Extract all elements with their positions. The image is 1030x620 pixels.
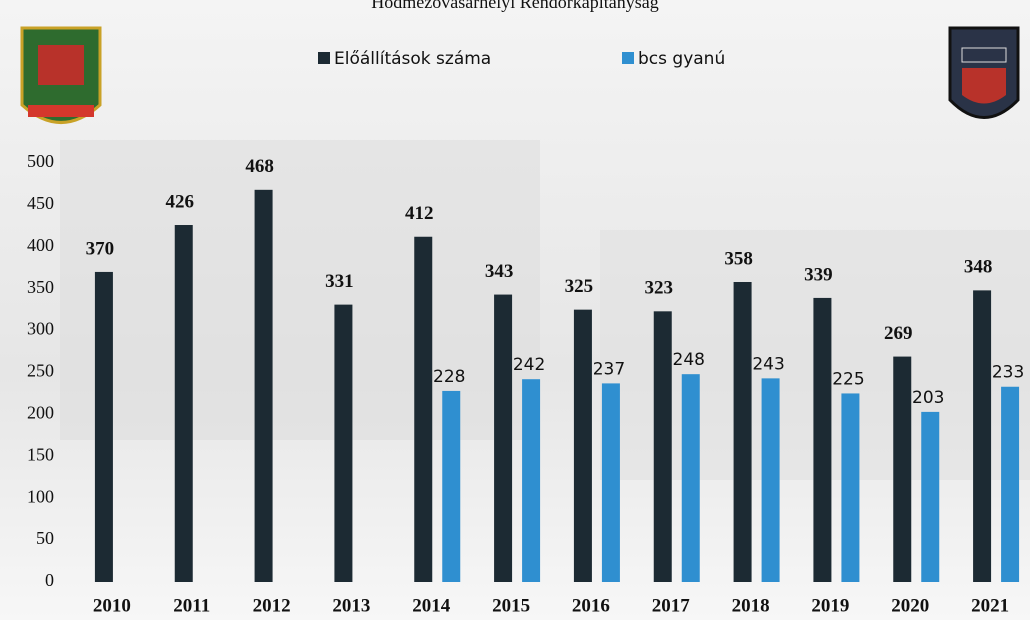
data-label: 426: [166, 191, 195, 212]
data-label: 233: [992, 363, 1024, 383]
left-logo: [20, 26, 102, 124]
data-label: 243: [752, 354, 784, 374]
data-label: 225: [832, 369, 864, 389]
legend-label: Előállítások száma: [334, 49, 491, 69]
bar: [522, 379, 541, 582]
legend-swatch: [622, 52, 634, 64]
x-tick-label: 2012: [253, 595, 291, 616]
y-tick-label: 250: [27, 361, 54, 381]
data-label: 370: [86, 238, 115, 259]
x-tick-label: 2015: [492, 595, 530, 616]
legend-swatch: [318, 52, 330, 64]
y-tick-label: 150: [27, 444, 54, 464]
x-tick-label: 2014: [412, 595, 451, 616]
x-tick-label: 2013: [332, 595, 370, 616]
x-tick-label: 2016: [572, 595, 610, 616]
bar: [442, 390, 461, 582]
data-label: 468: [245, 156, 274, 177]
x-tick-label: 2019: [811, 595, 849, 616]
y-tick-label: 100: [27, 486, 54, 506]
y-tick-label: 400: [27, 235, 54, 255]
data-label: 412: [405, 203, 434, 224]
bar: [601, 383, 620, 582]
data-label: 242: [513, 355, 545, 375]
y-tick-label: 0: [45, 570, 54, 590]
bar: [1001, 386, 1020, 582]
bar: [761, 378, 780, 582]
data-label: 237: [593, 359, 625, 379]
bar: [254, 189, 273, 583]
bar: [174, 225, 193, 582]
data-label: 348: [964, 257, 993, 278]
background-building: [60, 140, 540, 440]
y-tick-label: 500: [27, 151, 54, 171]
bar: [573, 309, 592, 582]
x-tick-label: 2017: [652, 595, 691, 616]
data-label: 331: [325, 271, 354, 292]
data-label: 358: [724, 248, 753, 269]
bar: [494, 294, 513, 582]
legend-label: bcs gyanú: [638, 49, 725, 69]
data-label: 323: [645, 278, 674, 299]
data-label: 325: [565, 276, 594, 297]
x-tick-label: 2020: [891, 595, 929, 616]
bar: [94, 271, 113, 582]
data-label: 203: [912, 388, 944, 408]
data-label: 248: [673, 350, 705, 370]
bar: [841, 393, 860, 582]
bar: [973, 290, 992, 582]
data-label: 339: [804, 264, 833, 285]
y-tick-label: 350: [27, 277, 54, 297]
chart-title: Hódmezővásárhelyi Rendőrkapitányság: [371, 0, 658, 12]
bar: [653, 311, 672, 582]
y-tick-label: 50: [36, 528, 54, 548]
data-label: 343: [485, 261, 514, 282]
bar: [893, 356, 912, 582]
bar: [733, 281, 752, 582]
bar: [921, 411, 940, 582]
y-tick-label: 200: [27, 403, 54, 423]
data-label: 228: [433, 367, 465, 387]
bar: [414, 236, 433, 582]
y-tick-label: 450: [27, 193, 54, 213]
x-tick-label: 2018: [732, 595, 770, 616]
x-tick-label: 2021: [971, 595, 1009, 616]
x-tick-label: 2011: [173, 595, 210, 616]
y-tick-label: 300: [27, 319, 54, 339]
bar: [813, 297, 832, 582]
right-logo: [948, 26, 1020, 119]
x-tick-label: 2010: [93, 595, 131, 616]
data-label: 269: [884, 323, 913, 344]
bar: [334, 304, 353, 582]
bar: [681, 374, 700, 582]
